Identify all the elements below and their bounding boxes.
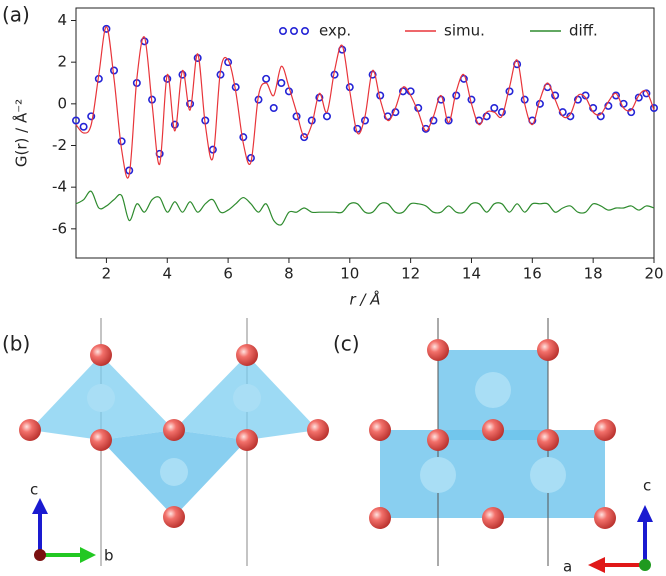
data-point [490, 104, 499, 113]
data-point [649, 104, 658, 113]
data-point [581, 91, 590, 100]
x-tick-label: 18 [584, 265, 603, 283]
data-point [634, 93, 643, 102]
panel-label: (c) [333, 332, 360, 356]
data-point [322, 112, 331, 121]
data-point [596, 112, 605, 121]
data-point [186, 99, 195, 108]
data-point [300, 133, 309, 142]
y-tick-label: 0 [57, 94, 67, 112]
data-point [262, 74, 271, 83]
axis-label: c [643, 477, 651, 495]
x-axis-label: r / Å [349, 290, 380, 309]
x-tick-label: 10 [340, 265, 359, 283]
data-point [383, 112, 392, 121]
panel-label: (b) [2, 332, 30, 356]
x-tick-label: 2 [102, 265, 112, 283]
data-point [399, 87, 408, 96]
data-point [269, 104, 278, 113]
y-tick-label: 4 [57, 11, 67, 29]
legend-marker [278, 26, 287, 35]
data-point [558, 108, 567, 117]
data-point [117, 137, 126, 146]
structure-c: c a [369, 318, 653, 576]
x-tick-label: 4 [162, 265, 172, 283]
legend-marker [300, 26, 309, 35]
legend-label: exp. [319, 22, 351, 40]
x-tick-label: 20 [644, 265, 663, 283]
axis-label: a [563, 558, 572, 576]
y-tick-label: -2 [52, 136, 67, 154]
data-point [277, 79, 286, 88]
legend-marker [289, 26, 298, 35]
data-point [110, 66, 119, 75]
data-point [224, 58, 233, 67]
y-axis-label: G(r) / Å⁻² [12, 99, 31, 167]
legend-label: diff. [569, 22, 598, 40]
data-point [87, 112, 96, 121]
axis-label: c [30, 481, 38, 499]
y-tick-label: -6 [52, 219, 67, 237]
x-tick-label: 12 [401, 265, 420, 283]
x-tick-label: 6 [223, 265, 233, 283]
data-point [102, 24, 111, 33]
data-line [75, 190, 655, 226]
data-point [170, 120, 179, 129]
y-tick-label: 2 [57, 53, 67, 71]
axis-label: b [104, 547, 114, 565]
data-point [79, 122, 88, 131]
structure-b: c b [19, 318, 329, 566]
data-point [72, 116, 81, 125]
data-point [444, 116, 453, 125]
panel-label: (a) [2, 3, 30, 27]
data-line [75, 26, 655, 179]
data-point [421, 124, 430, 133]
data-point [642, 89, 651, 98]
y-tick-label: -4 [52, 178, 67, 196]
x-tick-label: 8 [284, 265, 294, 283]
x-tick-label: 14 [462, 265, 481, 283]
legend-label: simu. [444, 22, 485, 40]
data-point [482, 112, 491, 121]
x-tick-label: 16 [523, 265, 542, 283]
data-point [208, 145, 217, 154]
data-point [627, 108, 636, 117]
plot-frame [75, 7, 655, 259]
data-point [239, 133, 248, 142]
